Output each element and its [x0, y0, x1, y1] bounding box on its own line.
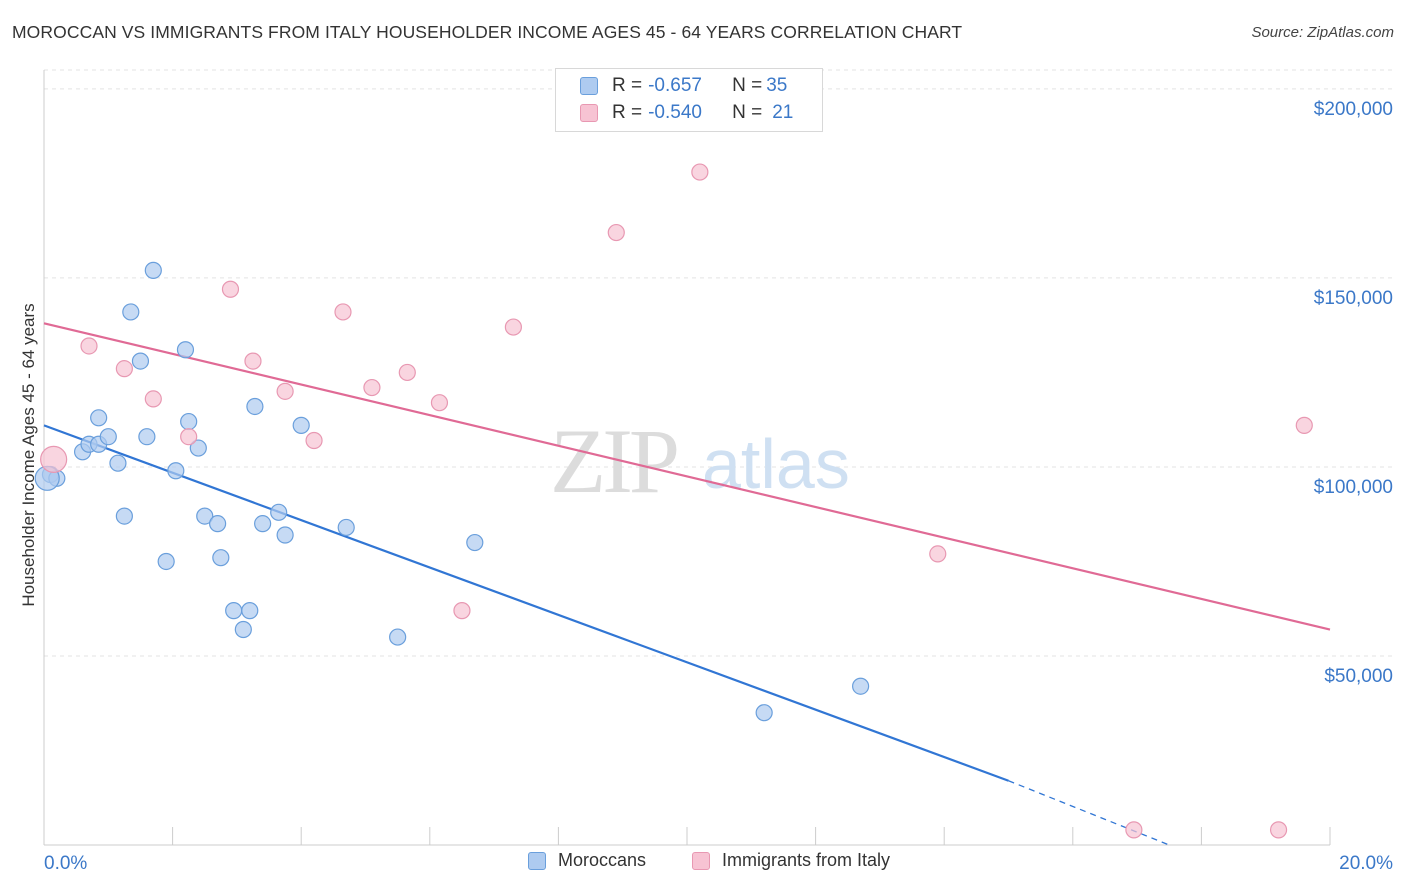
italy-point — [607, 223, 625, 242]
italy-point — [334, 303, 352, 321]
legend-box: R = -0.657 N = 35 R = -0.540 N = 21 — [555, 68, 823, 132]
watermark: ZIP atlas — [550, 410, 850, 512]
legend-n-value: 21 — [772, 102, 794, 123]
y-axis-label: Householder Income Ages 45 - 64 years — [19, 303, 38, 606]
italy-point — [221, 280, 240, 298]
moroccans-point — [246, 397, 264, 416]
legend-n-value: 35 — [766, 75, 788, 96]
y-tick-label: $100,000 — [1314, 477, 1393, 498]
moroccans-point — [466, 533, 484, 552]
moroccans-trend-line — [43, 424, 1009, 782]
legend-r-value: -0.657 — [648, 75, 702, 96]
tick-labels: $50,000 $100,000 $150,000 $200,000 0.0% 20.0% — [44, 99, 1393, 874]
italy-point — [276, 382, 294, 400]
italy-point — [305, 431, 323, 450]
italy-point — [80, 337, 98, 355]
moroccans-point — [189, 439, 207, 457]
italy-point — [691, 163, 709, 181]
y-tick-label: $150,000 — [1314, 288, 1393, 309]
bottom-legend-italy: Immigrants from Italy — [692, 850, 890, 871]
moroccans-point — [176, 341, 195, 359]
moroccans-point — [276, 526, 294, 544]
moroccans-point — [144, 261, 162, 279]
italy-point — [430, 394, 449, 412]
bottom-swatch-pink — [692, 851, 710, 870]
moroccans-point — [138, 428, 156, 446]
italy-point — [929, 545, 947, 563]
italy-trend-line — [43, 322, 1331, 631]
italy-point — [244, 352, 262, 370]
moroccans-point — [131, 352, 150, 370]
legend-n-label: N = — [732, 102, 763, 123]
moroccans-point — [292, 416, 310, 434]
moroccans-point — [241, 602, 259, 620]
italy-point — [1125, 821, 1143, 839]
moroccans-point — [337, 518, 355, 537]
legend-row-italy: R = -0.540 N = 21 — [580, 100, 793, 126]
italy-point — [398, 363, 416, 382]
moroccans-point — [115, 507, 133, 525]
moroccans-point — [234, 620, 252, 639]
trend-lines — [43, 322, 1331, 846]
y-tick-label: $50,000 — [1324, 666, 1393, 687]
moroccans-point — [209, 515, 227, 533]
italy-point — [363, 378, 381, 397]
axes — [43, 70, 1331, 846]
bottom-swatch-blue — [528, 851, 546, 870]
x-tick-label: 20.0% — [1339, 853, 1393, 874]
legend-r-value: -0.540 — [648, 102, 702, 123]
y-tick-label: $200,000 — [1314, 99, 1393, 120]
legend-r-label: R = — [612, 75, 643, 96]
moroccans-point — [167, 462, 185, 480]
italy-point — [1295, 416, 1313, 434]
legend-swatch-blue — [580, 77, 598, 95]
moroccans-point — [196, 507, 214, 525]
italy-point — [453, 602, 471, 620]
moroccans-point — [389, 628, 407, 646]
moroccans-point — [99, 428, 117, 446]
bottom-legend-label: Immigrants from Italy — [722, 850, 891, 870]
source-label: Source: ZipAtlas.com — [1251, 24, 1394, 41]
legend-row-moroccans: R = -0.657 N = 35 — [580, 73, 787, 99]
moroccans-point — [212, 549, 230, 567]
watermark-atlas: atlas — [702, 425, 850, 503]
italy-point — [144, 390, 162, 408]
moroccans-point — [109, 454, 127, 472]
moroccans-point — [225, 602, 243, 620]
moroccans-point — [254, 515, 272, 533]
moroccans-point — [157, 552, 175, 571]
legend-r-label: R = — [612, 102, 643, 123]
moroccans-point — [90, 409, 108, 427]
bottom-legend-label: Moroccans — [558, 850, 647, 870]
italy-point — [504, 318, 522, 336]
moroccans-point — [755, 704, 773, 722]
bottom-legend-moroccans: Moroccans — [528, 850, 646, 871]
moroccans-point — [852, 677, 870, 695]
data-points — [34, 163, 1313, 839]
chart-title: MOROCCAN VS IMMIGRANTS FROM ITALY HOUSEH… — [12, 22, 963, 42]
moroccans-point — [270, 503, 288, 521]
italy-point — [40, 445, 68, 473]
x-tick-label: 0.0% — [44, 853, 87, 874]
legend-swatch-pink — [580, 104, 598, 122]
legend-n-label: N = — [732, 75, 763, 96]
moroccans-point — [122, 303, 140, 321]
moroccans-trend-extension — [1008, 780, 1170, 846]
italy-point — [1269, 821, 1288, 839]
italy-point — [180, 428, 198, 446]
italy-point — [115, 360, 133, 378]
moroccans-point — [180, 412, 198, 431]
watermark-zip: ZIP — [550, 410, 677, 512]
